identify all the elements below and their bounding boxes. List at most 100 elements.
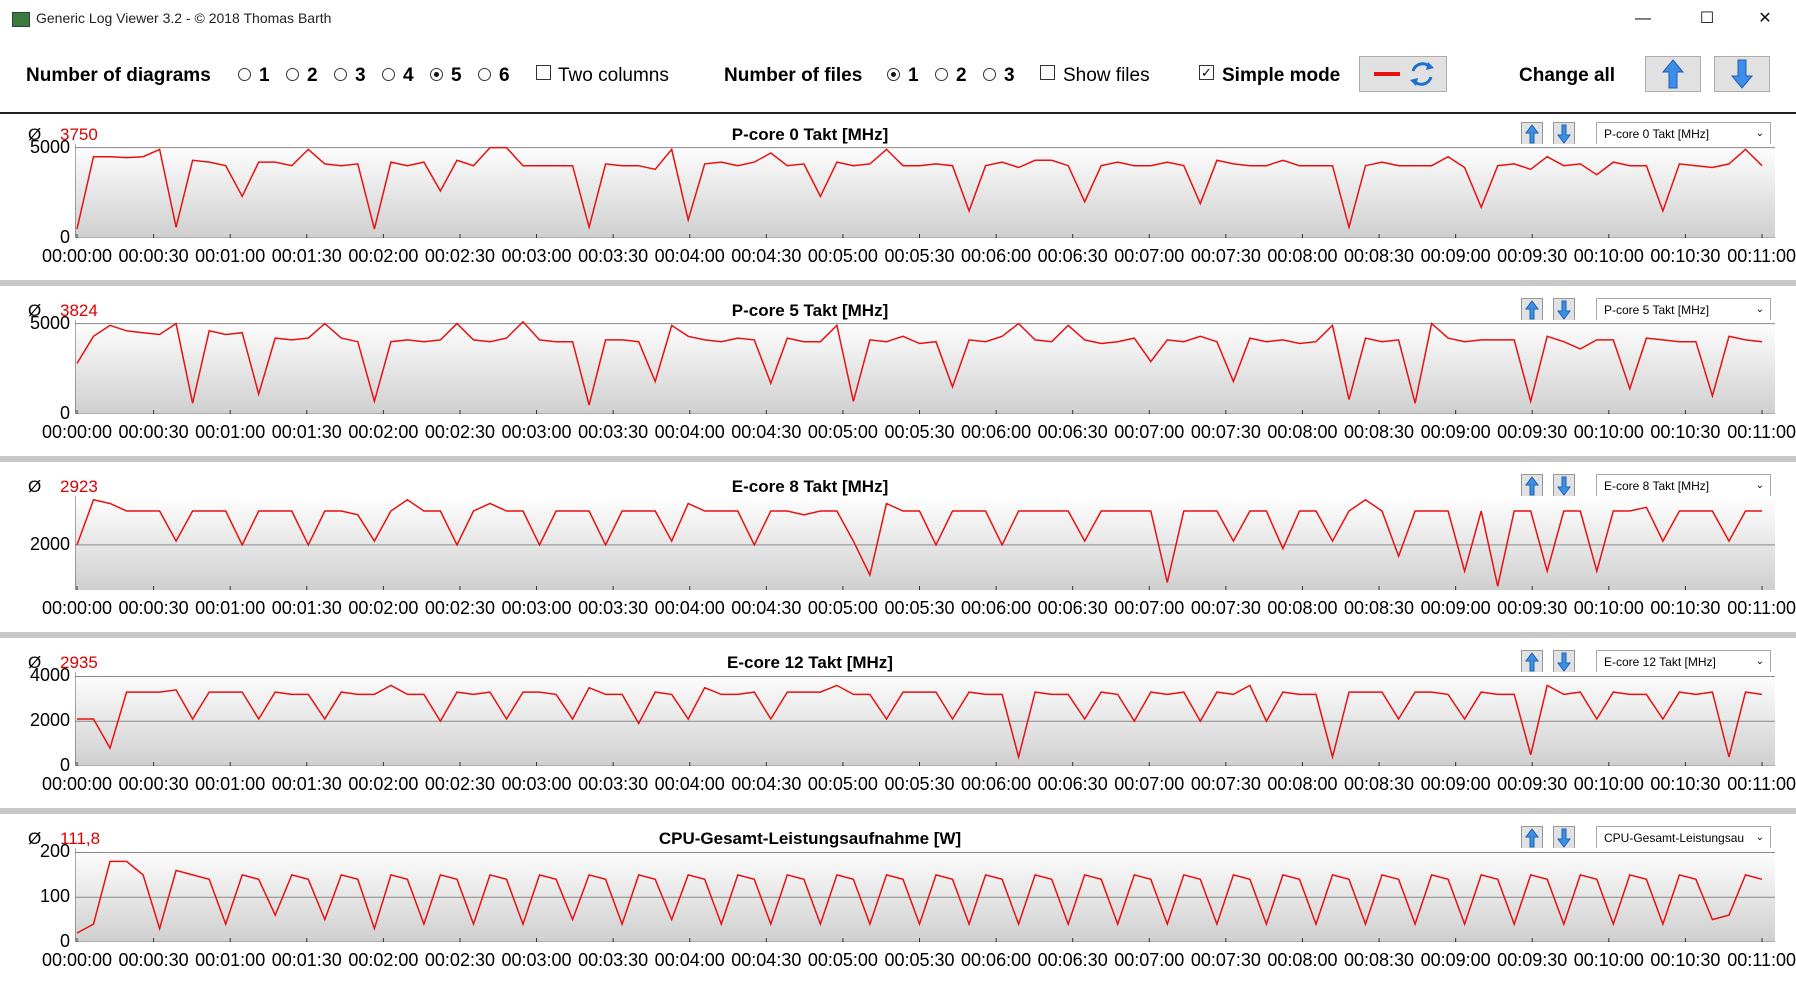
- two-columns-checkbox[interactable]: [536, 65, 551, 80]
- average-value: 2935: [60, 653, 98, 672]
- x-tick-label: 00:09:00: [1420, 950, 1491, 970]
- x-tick-label: 00:05:30: [884, 950, 955, 970]
- show-files-checkbox[interactable]: [1040, 65, 1055, 80]
- move-all-up-button[interactable]: [1645, 56, 1701, 92]
- x-tick-label: 00:03:00: [501, 246, 572, 266]
- line-chart: [75, 848, 1775, 942]
- diagram-panel: Ø 111,8 CPU-Gesamt-Leistungsaufnahme [W] CP…: [0, 818, 1796, 990]
- x-tick-label: 00:00:00: [41, 774, 113, 794]
- arrow-up-icon: [1525, 828, 1539, 848]
- diagram-radio-6[interactable]: [478, 68, 491, 81]
- x-tick-label: 00:03:30: [578, 950, 649, 970]
- move-down-button[interactable]: [1553, 826, 1575, 850]
- move-down-button[interactable]: [1553, 122, 1575, 146]
- x-tick-label: 00:06:30: [1037, 598, 1108, 618]
- arrow-up-icon: [1525, 124, 1539, 144]
- x-tick-label: 00:09:00: [1420, 598, 1491, 618]
- move-up-button[interactable]: [1521, 122, 1543, 146]
- arrow-down-icon: [1557, 124, 1571, 144]
- diagram-radio-4[interactable]: [382, 68, 395, 81]
- simple-mode-label: Simple mode: [1222, 65, 1341, 86]
- diagram-title: CPU-Gesamt-Leistungsaufnahme [W]: [658, 829, 962, 848]
- diagram-radio-2[interactable]: [286, 68, 299, 81]
- plot-background: [75, 672, 1775, 766]
- file-radio-3[interactable]: [983, 68, 996, 81]
- line-chart: [75, 496, 1775, 590]
- x-tick-label: 00:04:00: [654, 598, 725, 618]
- move-up-button[interactable]: [1521, 474, 1543, 498]
- x-tick-label: 00:02:30: [424, 598, 495, 618]
- x-tick-label: 00:07:30: [1190, 950, 1261, 970]
- x-tick-label: 00:08:30: [1343, 598, 1415, 618]
- diagram-panel: Ø 2923 E-core 8 Takt [MHz] E-core 8 Takt [M…: [0, 466, 1796, 638]
- series-select[interactable]: E-core 12 Takt [MHz] ⌄: [1596, 650, 1771, 674]
- arrow-down-icon: [1557, 300, 1571, 320]
- x-tick-label: 00:06:30: [1037, 246, 1108, 266]
- x-tick-label: 00:06:30: [1037, 950, 1108, 970]
- diagram-radio-1[interactable]: [238, 68, 251, 81]
- x-axis-labels: 00:00:00 00:00:30 00:01:00 00:01:30 00:02:00…: [0, 246, 1796, 270]
- minimize-button[interactable]: —: [1635, 10, 1651, 27]
- x-tick-label: 00:10:00: [1573, 950, 1644, 970]
- x-axis-labels: 00:00:00 00:00:30 00:01:00 00:01:30 00:02:00…: [0, 422, 1796, 446]
- file-option-label: 3: [1004, 65, 1015, 86]
- diagram-radio-5[interactable]: [430, 68, 443, 81]
- series-select[interactable]: P-core 0 Takt [MHz] ⌄: [1596, 122, 1771, 146]
- arrow-up-icon: [1525, 476, 1539, 496]
- move-down-button[interactable]: [1553, 650, 1575, 674]
- x-tick-label: 00:11:00: [1727, 598, 1796, 618]
- average-value: 3750: [60, 125, 98, 144]
- x-tick-label: 00:06:30: [1037, 422, 1108, 442]
- move-all-down-button[interactable]: [1714, 56, 1770, 92]
- x-tick-label: 00:02:30: [424, 422, 495, 442]
- x-tick-label: 00:10:30: [1650, 950, 1721, 970]
- x-tick-label: 00:04:00: [654, 246, 725, 266]
- file-radio-2[interactable]: [935, 68, 948, 81]
- x-tick-label: 00:05:30: [884, 422, 955, 442]
- diagram-radio-3[interactable]: [334, 68, 347, 81]
- x-tick-label: 00:09:00: [1420, 246, 1491, 266]
- x-tick-label: 00:03:00: [501, 422, 572, 442]
- color-refresh-button[interactable]: [1359, 56, 1447, 92]
- refresh-icon: [1374, 62, 1434, 86]
- x-tick-label: 00:09:30: [1497, 246, 1568, 266]
- series-line: [76, 146, 1763, 231]
- move-up-button[interactable]: [1521, 826, 1543, 850]
- average-value: 111,8: [60, 829, 101, 848]
- average-symbol: Ø: [28, 125, 42, 144]
- x-tick-label: 00:08:30: [1343, 774, 1415, 794]
- x-tick-label: 00:05:00: [807, 422, 878, 442]
- diagram-panel: Ø 3824 P-core 5 Takt [MHz] P-core 5 Takt [M…: [0, 290, 1796, 462]
- x-tick-label: 00:08:30: [1343, 950, 1415, 970]
- move-down-button[interactable]: [1553, 298, 1575, 322]
- two-columns-label: Two columns: [558, 65, 669, 86]
- maximize-button[interactable]: ☐: [1699, 10, 1715, 27]
- line-chart: [75, 672, 1775, 766]
- move-up-button[interactable]: [1521, 298, 1543, 322]
- series-select-value: E-core 12 Takt [MHz]: [1604, 655, 1716, 669]
- y-tick-label: 200: [39, 841, 70, 862]
- x-tick-label: 00:06:00: [961, 422, 1032, 442]
- chevron-down-icon: ⌄: [1755, 128, 1764, 139]
- file-radio-1[interactable]: [887, 68, 900, 81]
- x-tick-label: 00:00:30: [118, 422, 189, 442]
- series-select[interactable]: CPU-Gesamt-Leistungsau ⌄: [1596, 826, 1771, 850]
- series-select[interactable]: P-core 5 Takt [MHz] ⌄: [1596, 298, 1771, 322]
- x-tick-label: 00:05:30: [884, 246, 955, 266]
- move-up-button[interactable]: [1521, 650, 1543, 674]
- simple-mode-checkbox[interactable]: ✓: [1199, 65, 1214, 80]
- x-tick-label: 00:01:30: [271, 950, 342, 970]
- arrow-down-icon: [1557, 828, 1571, 848]
- line-chart: [75, 144, 1775, 238]
- x-tick-label: 00:11:00: [1727, 950, 1796, 970]
- line-chart: [75, 320, 1775, 414]
- chevron-down-icon: ⌄: [1755, 656, 1764, 667]
- series-line: [76, 498, 1762, 587]
- x-tick-label: 00:09:30: [1497, 774, 1568, 794]
- plot-background: [75, 848, 1775, 942]
- x-tick-label: 00:02:00: [348, 950, 419, 970]
- close-button[interactable]: ✕: [1758, 10, 1772, 27]
- move-down-button[interactable]: [1553, 474, 1575, 498]
- series-select[interactable]: E-core 8 Takt [MHz] ⌄: [1596, 474, 1771, 498]
- average-value: 2923: [60, 477, 98, 496]
